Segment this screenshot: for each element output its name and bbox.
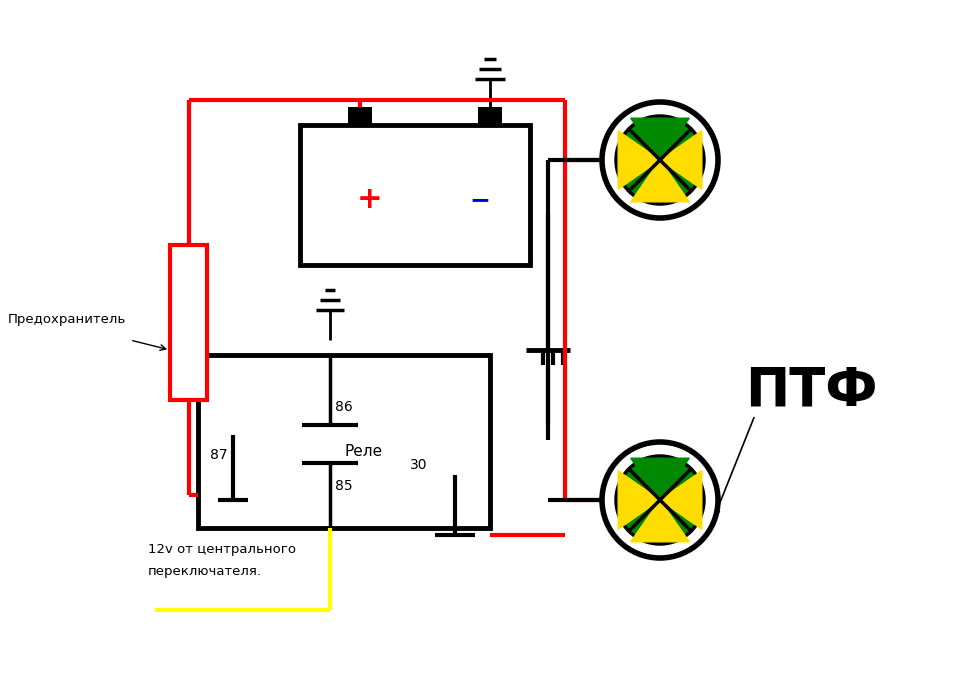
Text: −: −	[469, 188, 491, 212]
Bar	[198, 355, 490, 528]
Polygon shape	[631, 119, 689, 160]
Text: 86: 86	[335, 400, 352, 414]
Text: ПТФ: ПТФ	[745, 364, 877, 416]
Text: 12v от центрального: 12v от центрального	[148, 543, 296, 556]
Polygon shape	[660, 471, 702, 529]
Circle shape	[600, 100, 720, 220]
Text: 85: 85	[335, 479, 352, 493]
Circle shape	[600, 440, 720, 560]
Polygon shape	[631, 458, 689, 500]
Bar	[170, 245, 207, 400]
Circle shape	[602, 442, 718, 558]
Bar	[300, 125, 530, 265]
Polygon shape	[618, 471, 660, 529]
Circle shape	[602, 102, 718, 218]
Polygon shape	[660, 131, 702, 189]
Text: +: +	[357, 186, 383, 215]
Text: 30: 30	[410, 458, 427, 472]
Polygon shape	[631, 160, 689, 202]
Text: переключателя.: переключателя.	[148, 565, 262, 579]
Circle shape	[616, 456, 704, 544]
Text: Предохранитель: Предохранитель	[8, 313, 127, 326]
Circle shape	[616, 116, 704, 204]
Polygon shape	[618, 131, 660, 189]
Bar	[348, 107, 372, 125]
Polygon shape	[631, 500, 689, 542]
Bar	[478, 107, 502, 125]
Text: Реле: Реле	[345, 444, 383, 459]
Text: 87: 87	[210, 448, 228, 462]
